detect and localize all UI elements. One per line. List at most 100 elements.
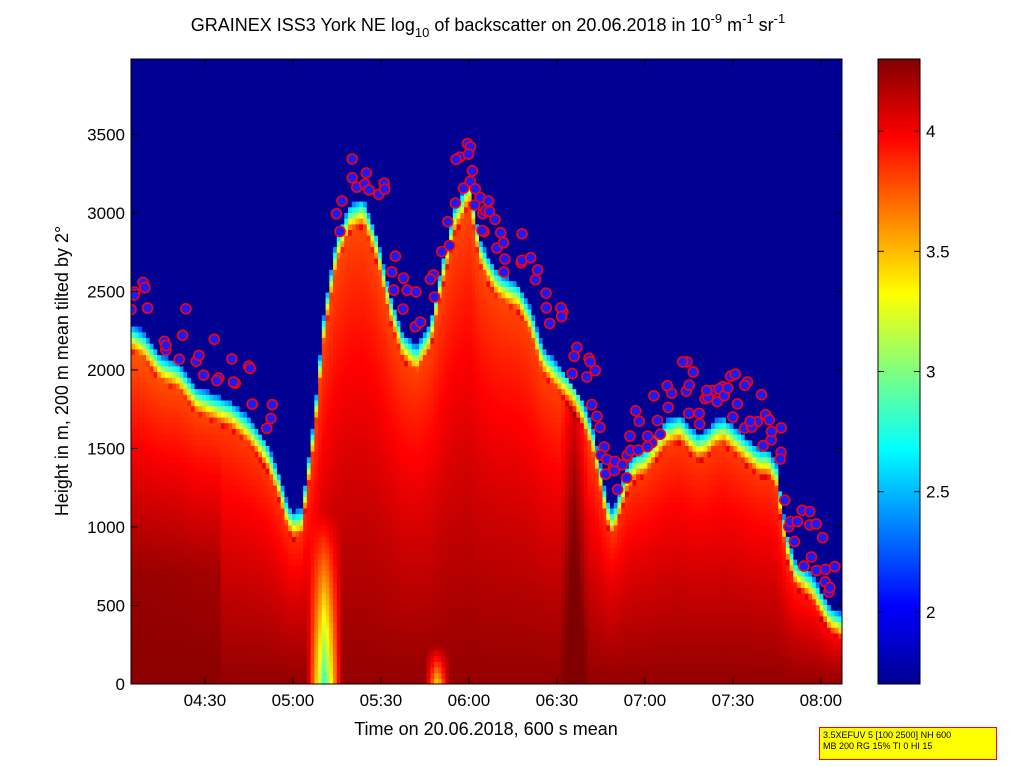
heatmap-cell — [172, 161, 177, 168]
heatmap-cell — [131, 280, 136, 287]
heatmap-cell — [134, 593, 140, 600]
heatmap-cell — [295, 257, 300, 265]
heatmap-cell — [258, 530, 263, 537]
heatmap-cell — [295, 382, 300, 390]
heatmap-cell — [175, 110, 181, 117]
heatmap-cell — [224, 661, 229, 668]
heatmap-cell — [250, 507, 256, 515]
heatmap-cell — [190, 269, 196, 276]
heatmap-cell — [157, 490, 162, 498]
heatmap-cell — [217, 320, 222, 327]
heatmap-cell — [202, 206, 207, 214]
heatmap-cell — [157, 371, 162, 378]
heatmap-cell — [142, 64, 147, 71]
heatmap-cell — [276, 189, 282, 196]
heatmap-cell — [247, 286, 252, 293]
heatmap-cell — [157, 348, 162, 356]
heatmap-cell — [295, 110, 300, 117]
heatmap-cell — [213, 189, 218, 196]
heatmap-cell — [209, 87, 214, 94]
heatmap-cell — [175, 132, 181, 140]
heatmap-cell — [217, 638, 222, 645]
heatmap-cell — [172, 661, 177, 668]
heatmap-cell — [213, 570, 218, 577]
heatmap-cell — [280, 479, 286, 486]
heatmap-cell — [172, 581, 177, 589]
heatmap-cell — [217, 536, 222, 543]
heatmap-cell — [224, 87, 229, 94]
heatmap-cell — [138, 206, 143, 214]
heatmap-cell — [179, 615, 184, 623]
heatmap-cell — [273, 189, 278, 196]
heatmap-cell — [213, 502, 218, 509]
heatmap-cell — [153, 320, 158, 327]
heatmap-cell — [164, 303, 170, 310]
heatmap-cell — [288, 240, 293, 248]
heatmap-cell — [205, 218, 211, 225]
heatmap-cell — [172, 564, 177, 571]
heatmap-cell — [142, 161, 147, 168]
heatmap-cell — [295, 223, 300, 231]
heatmap-cell — [261, 462, 267, 469]
heatmap-cell — [273, 64, 278, 71]
heatmap-cell — [254, 303, 259, 310]
heatmap-cell — [291, 115, 297, 123]
heatmap-cell — [172, 468, 177, 475]
heatmap-cell — [175, 638, 181, 645]
heatmap-cell — [217, 104, 222, 111]
heatmap-cell — [247, 536, 252, 543]
heatmap-cell — [175, 303, 181, 310]
heatmap-cell — [138, 519, 143, 526]
heatmap-cell — [228, 201, 233, 208]
heatmap-cell — [145, 144, 151, 151]
heatmap-cell — [190, 422, 196, 429]
heatmap-cell — [205, 536, 211, 543]
heatmap-cell — [254, 439, 259, 446]
heatmap-cell — [213, 405, 218, 412]
heatmap-cell — [239, 581, 244, 589]
heatmap-cell — [194, 184, 199, 191]
heatmap-cell — [291, 127, 297, 134]
heatmap-cell — [291, 507, 297, 515]
heatmap-cell — [224, 98, 229, 106]
heatmap-cell — [190, 644, 196, 651]
heatmap-cell — [235, 536, 241, 543]
heatmap-cell — [160, 661, 166, 668]
heatmap-cell — [164, 309, 170, 316]
heatmap-cell — [265, 354, 271, 361]
heatmap-cell — [269, 320, 274, 327]
heatmap-cell — [209, 184, 214, 191]
heatmap-cell — [175, 252, 181, 259]
heatmap-cell — [198, 621, 203, 628]
heatmap-cell — [213, 132, 218, 140]
heatmap-cell — [145, 422, 151, 429]
heatmap-cell — [288, 201, 293, 208]
heatmap-cell — [202, 178, 207, 185]
heatmap-cell — [205, 462, 211, 469]
heatmap-cell — [288, 649, 293, 657]
heatmap-cell — [145, 166, 151, 174]
heatmap-cell — [288, 286, 293, 293]
heatmap-cell — [239, 184, 244, 191]
heatmap-cell — [224, 473, 229, 481]
heatmap-cell — [157, 360, 162, 367]
heatmap-cell — [261, 365, 267, 373]
heatmap-cell — [164, 93, 170, 100]
heatmap-cell — [276, 507, 282, 515]
heatmap-cell — [299, 428, 304, 435]
heatmap-cell — [269, 485, 274, 492]
heatmap-cell — [273, 274, 278, 282]
heatmap-cell — [247, 76, 252, 83]
heatmap-cell — [213, 206, 218, 214]
heatmap-cell — [299, 541, 304, 549]
heatmap-cell — [157, 201, 162, 208]
heatmap-cell — [160, 411, 166, 418]
heatmap-cell — [138, 496, 143, 503]
heatmap-cell — [220, 394, 226, 401]
heatmap-cell — [131, 206, 136, 214]
heatmap-cell — [175, 365, 181, 373]
heatmap-cell — [250, 348, 256, 356]
heatmap-cell — [284, 161, 289, 168]
heatmap-cell — [258, 144, 263, 151]
heatmap-cell — [134, 598, 140, 606]
